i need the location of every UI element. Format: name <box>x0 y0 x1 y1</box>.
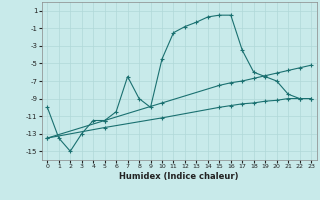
X-axis label: Humidex (Indice chaleur): Humidex (Indice chaleur) <box>119 172 239 181</box>
